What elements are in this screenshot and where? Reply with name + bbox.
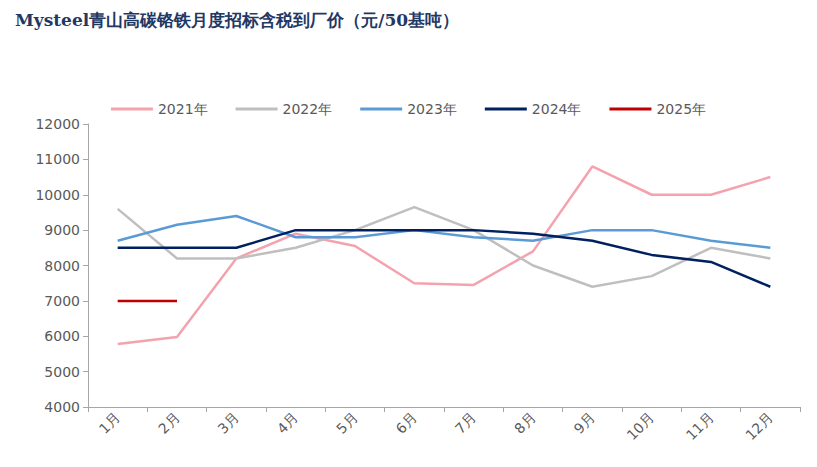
svg-text:2021年: 2021年 [158,101,208,117]
svg-text:12月: 12月 [742,409,776,443]
svg-text:7月: 7月 [452,409,480,437]
svg-text:3月: 3月 [214,409,242,437]
svg-text:Mysteel青山高碳铬铁月度招标含税到厂价（元/50基吨）: Mysteel青山高碳铬铁月度招标含税到厂价（元/50基吨） [15,10,459,30]
svg-text:11000: 11000 [35,151,80,167]
svg-text:2022年: 2022年 [283,101,333,117]
svg-text:9月: 9月 [570,409,598,437]
svg-text:5000: 5000 [44,364,80,380]
svg-text:2月: 2月 [155,409,183,437]
svg-text:2025年: 2025年 [656,101,706,117]
svg-text:10月: 10月 [624,409,658,443]
svg-text:2024年: 2024年 [532,101,582,117]
svg-text:1月: 1月 [96,409,124,437]
svg-text:11月: 11月 [683,409,717,443]
svg-text:8000: 8000 [44,258,80,274]
svg-text:6月: 6月 [392,409,420,437]
svg-text:4月: 4月 [274,409,302,437]
svg-text:7000: 7000 [44,293,80,309]
svg-text:4000: 4000 [44,399,80,415]
svg-text:12000: 12000 [35,116,80,132]
svg-text:2023年: 2023年 [407,101,457,117]
svg-text:9000: 9000 [44,222,80,238]
svg-text:10000: 10000 [35,187,80,203]
svg-text:8月: 8月 [511,409,539,437]
svg-text:5月: 5月 [333,409,361,437]
svg-text:6000: 6000 [44,328,80,344]
